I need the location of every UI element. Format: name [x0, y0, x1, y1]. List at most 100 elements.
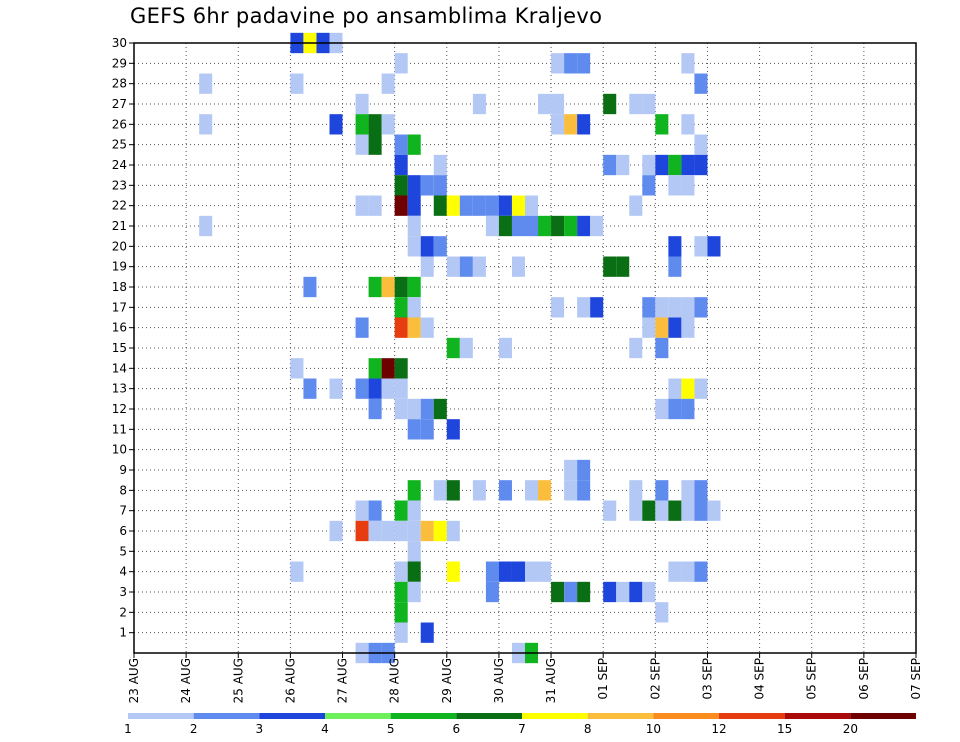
heatmap-cell [511, 215, 525, 237]
heatmap-cell [629, 480, 643, 501]
x-tick-label: 03 SEP [700, 658, 714, 700]
heatmap-cell [668, 398, 682, 420]
heatmap-cell [694, 500, 708, 521]
heatmap-cell [668, 297, 682, 318]
heatmap-cell [603, 154, 617, 176]
heatmap-cell [551, 297, 565, 318]
heatmap-cell [538, 215, 552, 237]
heatmap-cell [472, 256, 486, 277]
x-tick-label: 25 AUG [231, 658, 245, 703]
heatmap-cell [655, 114, 669, 135]
heatmap-cell [498, 480, 512, 501]
heatmap-cell [564, 215, 578, 237]
y-tick-label: 23 [112, 178, 127, 192]
heatmap-cell [329, 114, 343, 135]
heatmap-cell [407, 317, 421, 338]
heatmap-cell [290, 561, 304, 582]
heatmap-cell [407, 398, 421, 420]
heatmap-cell [629, 93, 643, 115]
heatmap-cell [420, 622, 434, 643]
heatmap-cell [368, 134, 382, 155]
heatmap-cell [551, 53, 565, 74]
colorbar-segment [522, 713, 588, 719]
heatmap-cell [668, 236, 682, 257]
heatmap-cell [694, 297, 708, 318]
x-tick-label: 29 AUG [440, 658, 454, 703]
heatmap-cell [407, 215, 421, 237]
heatmap-cell [446, 195, 460, 216]
heatmap-cell [368, 276, 382, 298]
heatmap-cell [355, 134, 369, 155]
colorbar-label: 20 [843, 722, 858, 736]
heatmap-cell [681, 561, 695, 582]
heatmap-cell [668, 154, 682, 176]
x-tick-label: 24 AUG [179, 658, 193, 703]
heatmap-cell [446, 337, 460, 359]
heatmap-cell [394, 378, 408, 399]
heatmap-cell [394, 500, 408, 521]
heatmap-cell [446, 480, 460, 501]
heatmap-cell [681, 297, 695, 318]
colorbar-label: 5 [387, 722, 395, 736]
heatmap-cell [525, 480, 539, 501]
heatmap-cell [642, 297, 656, 318]
heatmap-cell [303, 276, 317, 298]
heatmap-cell [199, 215, 213, 237]
heatmap-cell [551, 114, 565, 135]
heatmap-cell [303, 378, 317, 399]
colorbar-label: 10 [646, 722, 661, 736]
heatmap-cell [590, 297, 604, 318]
x-tick-label: 01 SEP [596, 658, 610, 700]
heatmap-cell [368, 114, 382, 135]
heatmap-cell [446, 520, 460, 542]
heatmap-cell [616, 154, 630, 176]
heatmap-cell [681, 378, 695, 399]
y-tick-label: 28 [112, 77, 127, 91]
x-tick-label: 26 AUG [283, 658, 297, 703]
heatmap-cell [433, 175, 447, 196]
heatmap-cell [694, 236, 708, 257]
heatmap-cell [381, 358, 395, 379]
heatmap-cell [681, 398, 695, 420]
heatmap-cell [381, 378, 395, 399]
heatmap-cell [355, 378, 369, 399]
colorbar-segment [456, 713, 522, 719]
heatmap-cell [394, 561, 408, 582]
colorbar-segment [390, 713, 457, 719]
heatmap-cell [381, 73, 395, 94]
heatmap-cell [368, 378, 382, 399]
heatmap-cell [329, 378, 343, 399]
heatmap-cell [707, 236, 721, 257]
y-tick-label: 8 [119, 483, 127, 497]
colorbar-label: 15 [777, 722, 792, 736]
heatmap-cell [355, 317, 369, 338]
heatmap-cell [603, 93, 617, 115]
heatmap-cell [694, 154, 708, 176]
heatmap-cell [577, 297, 591, 318]
heatmap-cell [655, 480, 669, 501]
heatmap-cell [407, 134, 421, 155]
heatmap-cell [407, 561, 421, 582]
heatmap-cell [655, 317, 669, 338]
heatmap-cell [681, 114, 695, 135]
heatmap-cell [655, 154, 669, 176]
colorbar-segment [128, 713, 194, 719]
heatmap-cell [329, 520, 343, 542]
heatmap-cell [368, 358, 382, 379]
y-tick-label: 22 [112, 199, 127, 213]
colorbar-segment [259, 713, 325, 719]
heatmap-cell [199, 73, 213, 94]
heatmap-cell [407, 195, 421, 216]
heatmap-cell [381, 114, 395, 135]
heatmap-cell [668, 561, 682, 582]
y-tick-label: 12 [112, 402, 127, 416]
heatmap-cell [590, 215, 604, 237]
x-tick-label: 30 AUG [492, 658, 506, 703]
heatmap-cell [407, 175, 421, 196]
heatmap-cell [577, 114, 591, 135]
y-tick-label: 10 [112, 443, 127, 457]
heatmap-cell [355, 520, 369, 542]
y-tick-label: 26 [112, 117, 127, 131]
heatmap-cell [407, 581, 421, 603]
